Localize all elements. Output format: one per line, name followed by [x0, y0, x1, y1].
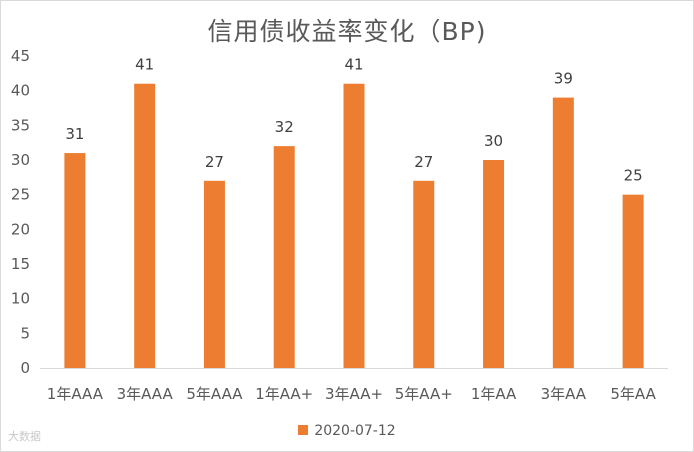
- bar: [343, 83, 365, 368]
- data-label: 32: [275, 118, 294, 136]
- bar: [483, 160, 505, 368]
- x-tick-label: 5年AA+: [395, 385, 453, 403]
- data-label: 30: [484, 132, 503, 150]
- y-tick-label: 30: [11, 151, 30, 169]
- bar: [622, 194, 644, 368]
- y-tick-label: 35: [11, 116, 30, 134]
- bar: [552, 97, 574, 368]
- bar: [413, 180, 435, 368]
- data-label: 25: [624, 167, 643, 185]
- legend-swatch: [298, 425, 309, 435]
- y-tick-label: 40: [11, 82, 30, 100]
- bar: [273, 146, 295, 368]
- data-label: 27: [414, 153, 433, 171]
- y-tick-label: 25: [11, 186, 30, 204]
- data-label: 31: [65, 125, 84, 143]
- x-tick-label: 1年AAA: [47, 385, 104, 403]
- x-tick-label: 3年AA: [541, 385, 587, 403]
- data-label: 27: [205, 153, 224, 171]
- x-tick-label: 5年AA: [610, 385, 656, 403]
- x-tick-label: 1年AA+: [255, 385, 313, 403]
- y-tick-label: 0: [20, 359, 30, 377]
- y-tick-label: 45: [11, 47, 30, 65]
- bar: [203, 180, 225, 368]
- data-label: 41: [135, 56, 154, 74]
- data-label: 41: [344, 56, 363, 74]
- x-tick-label: 3年AAA: [117, 385, 174, 403]
- legend-label: 2020-07-12: [314, 423, 396, 439]
- chart-title: 信用债收益率变化（BP): [207, 17, 487, 46]
- legend: 2020-07-12: [0, 423, 694, 439]
- watermark-logo: 大数据: [8, 430, 41, 443]
- y-tick-label: 5: [20, 324, 30, 342]
- bar: [64, 153, 86, 368]
- x-tick-label: 3年AA+: [325, 385, 383, 403]
- y-tick-label: 10: [11, 290, 30, 308]
- x-tick-label: 5年AAA: [186, 385, 243, 403]
- x-tick-label: 1年AA: [471, 385, 517, 403]
- y-tick-label: 15: [11, 255, 30, 273]
- data-label: 39: [554, 70, 573, 88]
- y-tick-label: 20: [11, 220, 30, 238]
- bar: [134, 83, 156, 368]
